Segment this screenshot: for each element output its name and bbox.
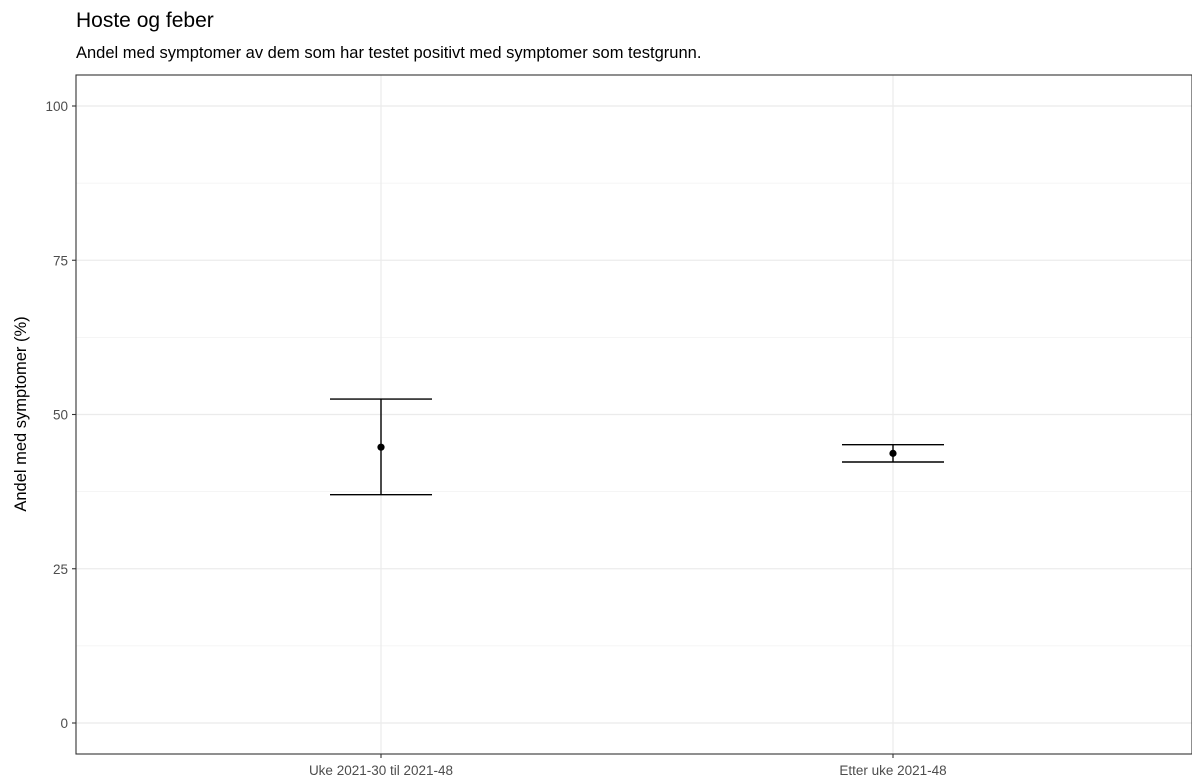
y-axis-label: Andel med symptomer (%) — [12, 316, 30, 511]
chart-title: Hoste og feber — [76, 9, 214, 32]
grid — [76, 75, 1192, 754]
chart-subtitle: Andel med symptomer av dem som har teste… — [76, 44, 702, 62]
axes: 0 25 50 75 100 Uke 2021-30 til 2021-48 Etter u… — [45, 99, 946, 778]
x-tick-label: Etter uke 2021-48 — [839, 763, 946, 778]
y-tick-label: 25 — [53, 562, 68, 577]
data-points — [377, 443, 897, 457]
data-point — [377, 443, 385, 451]
y-tick-label: 0 — [60, 716, 68, 731]
error-bars — [330, 398, 944, 496]
y-tick-label: 75 — [53, 253, 68, 268]
data-point — [889, 449, 897, 457]
y-tick-label: 100 — [45, 99, 68, 114]
x-tick-label: Uke 2021-30 til 2021-48 — [309, 763, 453, 778]
y-tick-label: 50 — [53, 408, 68, 423]
